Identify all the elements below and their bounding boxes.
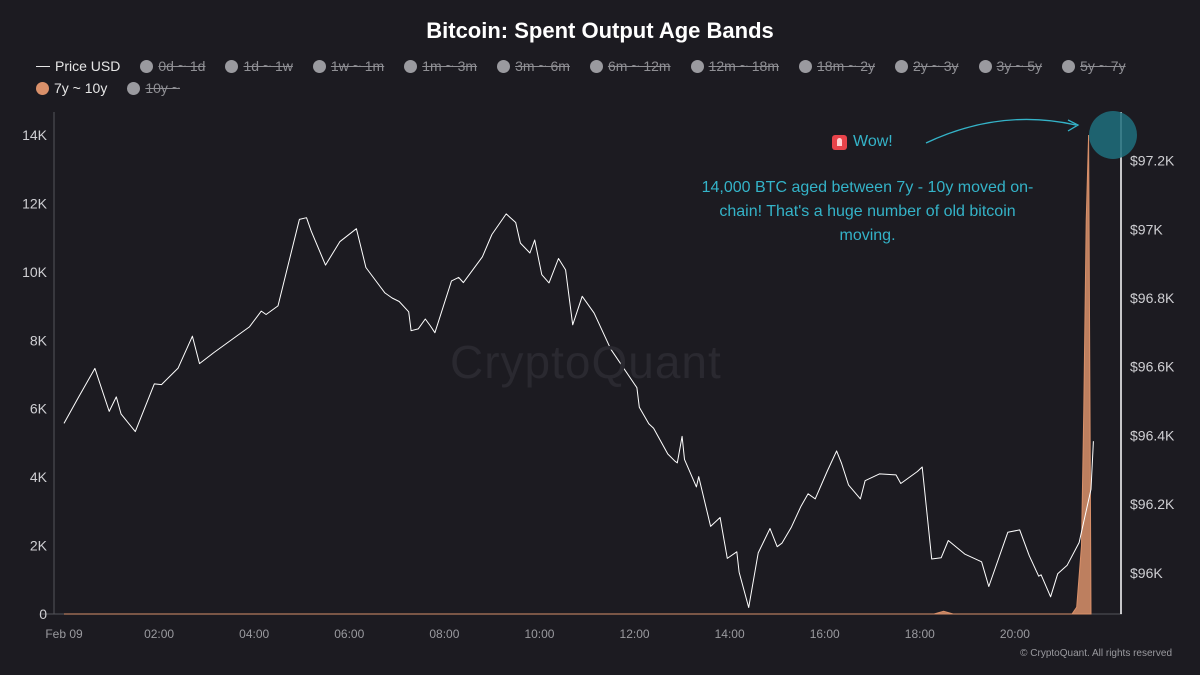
legend-item-4[interactable]: 1m ~ 3m bbox=[404, 58, 477, 74]
legend-item-6[interactable]: 6m ~ 12m bbox=[589, 58, 671, 74]
y-right-tick-label: $96K bbox=[1130, 565, 1163, 581]
siren-icon bbox=[832, 134, 847, 150]
legend-item-10[interactable]: 3y ~ 5y bbox=[978, 58, 1043, 74]
x-tick-label: 08:00 bbox=[429, 627, 459, 641]
legend: Price USD 0d ~ 1d 1d ~ 1w 1w ~ 1m 1m ~ 3m 3m … bbox=[36, 58, 1176, 96]
annotation-wow-label: Wow! bbox=[853, 133, 893, 150]
annotation-arrowhead bbox=[1067, 119, 1080, 132]
legend-dot-marker bbox=[895, 59, 908, 73]
legend-dot-marker bbox=[497, 59, 511, 73]
x-tick-label: 14:00 bbox=[715, 627, 745, 641]
chart-title: Bitcoin: Spent Output Age Bands bbox=[426, 18, 774, 43]
y-left-tick-label: 2K bbox=[30, 538, 48, 554]
copyright-footer: © CryptoQuant. All rights reserved bbox=[1020, 648, 1172, 659]
y-left-tick-label: 4K bbox=[30, 469, 48, 485]
y-right-tick-label: $96.4K bbox=[1130, 427, 1175, 443]
y-axis-left: 0 2K 4K 6K 8K 10K 12K 14K bbox=[22, 112, 55, 622]
legend-label: 1m ~ 3m bbox=[422, 58, 478, 74]
y-right-tick-label: $97K bbox=[1130, 221, 1163, 237]
legend-item-1[interactable]: 0d ~ 1d bbox=[140, 58, 205, 74]
legend-dot-marker bbox=[404, 59, 418, 73]
x-axis: Feb 09 02:00 04:00 06:00 08:00 10:00 12:00 14:0… bbox=[40, 613, 1122, 641]
legend-label: 1d ~ 1w bbox=[243, 58, 293, 74]
legend-dot-marker bbox=[127, 81, 141, 95]
legend-dot-marker bbox=[36, 81, 49, 95]
series-7y-10y-area bbox=[64, 134, 1092, 615]
legend-dot-marker bbox=[589, 59, 603, 73]
legend-item-7[interactable]: 12m ~ 18m bbox=[690, 58, 780, 74]
y-left-tick-label: 0 bbox=[39, 606, 47, 622]
series-price-line bbox=[63, 213, 1094, 608]
y-axis-right: $96K $96.2K $96.4K $96.6K $96.8K $97K $97.2K bbox=[1120, 112, 1175, 614]
legend-dot-marker bbox=[225, 59, 239, 73]
x-tick-label: 02:00 bbox=[144, 627, 174, 641]
legend-item-9[interactable]: 2y ~ 3y bbox=[895, 58, 959, 74]
legend-item-2[interactable]: 1d ~ 1w bbox=[225, 58, 293, 74]
legend-label: 3m ~ 6m bbox=[515, 58, 570, 74]
x-tick-label: 18:00 bbox=[905, 627, 935, 641]
x-tick-label: 20:00 bbox=[1000, 627, 1030, 641]
legend-item-13[interactable]: 10y ~ bbox=[127, 80, 180, 96]
x-tick-label: 10:00 bbox=[524, 627, 554, 641]
legend-dot-marker bbox=[312, 59, 326, 73]
legend-label: Price USD bbox=[55, 58, 121, 74]
legend-label: 0d ~ 1d bbox=[158, 58, 206, 74]
legend-line-marker bbox=[36, 65, 50, 67]
y-left-tick-label: 6K bbox=[30, 401, 48, 417]
x-tick-label: 12:00 bbox=[620, 627, 650, 641]
legend-label: 7y ~ 10y bbox=[54, 80, 108, 96]
y-left-tick-label: 14K bbox=[22, 127, 48, 143]
x-tick-label: 16:00 bbox=[810, 627, 840, 641]
legend-dot-marker bbox=[1062, 59, 1076, 73]
x-tick-label: 06:00 bbox=[334, 627, 364, 641]
y-right-tick-label: $96.8K bbox=[1130, 290, 1175, 306]
legend-item-12[interactable]: 7y ~ 10y bbox=[36, 80, 107, 96]
y-right-tick-label: $96.6K bbox=[1130, 359, 1175, 375]
y-left-tick-label: 8K bbox=[30, 332, 48, 348]
y-right-tick-label: $97.2K bbox=[1130, 153, 1175, 169]
legend-label: 5y ~ 7y bbox=[1080, 58, 1126, 74]
x-tick-label: Feb 09 bbox=[45, 627, 83, 641]
annotation-layer bbox=[925, 111, 1137, 159]
annotation-arrow bbox=[925, 118, 1077, 144]
legend-item-5[interactable]: 3m ~ 6m bbox=[497, 58, 570, 74]
legend-label: 2y ~ 3y bbox=[913, 58, 959, 74]
legend-item-3[interactable]: 1w ~ 1m bbox=[312, 58, 385, 74]
legend-dot-marker bbox=[978, 59, 992, 73]
x-tick-label: 04:00 bbox=[239, 627, 269, 641]
legend-item-8[interactable]: 18m ~ 2y bbox=[799, 58, 875, 74]
legend-item-0[interactable]: Price USD bbox=[36, 58, 120, 74]
legend-item-11[interactable]: 5y ~ 7y bbox=[1062, 58, 1126, 74]
legend-label: 18m ~ 2y bbox=[817, 58, 875, 74]
y-left-tick-label: 10K bbox=[22, 264, 48, 280]
legend-label: 12m ~ 18m bbox=[708, 58, 780, 74]
highlight-circle bbox=[1089, 111, 1137, 159]
series-layer bbox=[63, 134, 1094, 615]
annotation-wow: Wow! bbox=[832, 133, 893, 151]
legend-dot-marker bbox=[799, 59, 813, 73]
legend-label: 1w ~ 1m bbox=[330, 58, 385, 74]
y-right-tick-label: $96.2K bbox=[1130, 496, 1175, 512]
legend-label: 6m ~ 12m bbox=[607, 58, 671, 74]
legend-dot-marker bbox=[690, 59, 704, 73]
y-left-tick-label: 12K bbox=[22, 195, 48, 211]
annotation-text: 14,000 BTC aged between 7y - 10y moved o… bbox=[701, 179, 1034, 244]
legend-dot-marker bbox=[140, 59, 154, 73]
legend-label: 10y ~ bbox=[145, 80, 180, 96]
legend-label: 3y ~ 5y bbox=[996, 58, 1043, 74]
